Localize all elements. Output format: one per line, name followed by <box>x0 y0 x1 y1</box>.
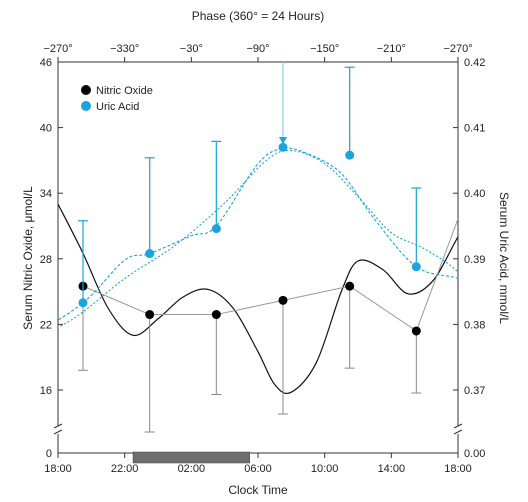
legend-label-nitric-oxide: Nitric Oxide <box>96 85 153 97</box>
plot-frame <box>57 61 459 454</box>
y-left-tick-label: 22 <box>40 319 52 331</box>
axis-break-gap-left <box>54 426 62 434</box>
uric-acid-point <box>411 262 421 272</box>
y-right-tick-label-break: 0.00 <box>464 448 485 460</box>
series-clip-group <box>58 62 488 433</box>
y-left-tick-label: 40 <box>40 123 52 135</box>
phase-tick-label: −90° <box>246 43 269 55</box>
uric-acid-fit-2 <box>58 149 458 329</box>
legend-marker-nitric-oxide <box>81 85 91 95</box>
x-tick-label: 18:00 <box>44 463 72 475</box>
phase-tick-label: −30° <box>180 43 203 55</box>
uric-acid-point <box>345 150 355 160</box>
nitric-oxide-point <box>211 310 221 320</box>
y-right-tick-label: 0.38 <box>464 319 485 331</box>
phase-tick-label: −330° <box>110 43 139 55</box>
uric-acid-point <box>278 142 288 152</box>
y-axis-label-left: Serum Nitric Oxide, μmol/L <box>21 186 35 330</box>
nitric-oxide-cosinor-fit <box>58 203 458 395</box>
axis-break-right <box>453 423 463 435</box>
x-tick-label: 10:00 <box>311 463 339 475</box>
nitric-oxide-point <box>479 147 488 156</box>
legend: Nitric Oxide Uric Acid <box>81 85 153 113</box>
y-right-tick-label: 0.37 <box>464 385 485 397</box>
y-axis-label-right: Serum Uric Acid, mmol/L <box>497 192 511 324</box>
y-right-tick-label: 0.41 <box>464 123 485 135</box>
phase-tick-label: −210° <box>377 43 406 55</box>
uric-acid-point <box>479 273 488 282</box>
phase-tick-label: −150° <box>310 43 339 55</box>
legend-marker-uric-acid <box>81 101 91 111</box>
uric-acid-acrophase-arrow <box>279 137 287 144</box>
nitric-oxide-point <box>145 310 155 320</box>
phase-tick-label: −270° <box>443 43 472 55</box>
y-right-tick-label: 0.39 <box>464 254 485 266</box>
y-left-tick-label: 34 <box>40 188 52 200</box>
uric-acid-point <box>211 224 221 234</box>
phase-tick-label: −270° <box>43 43 72 55</box>
x-tick-label: 14:00 <box>378 463 406 475</box>
y-left-tick-label: 16 <box>40 385 52 397</box>
x-tick-label: 18:00 <box>444 463 472 475</box>
nitric-oxide-point <box>278 295 288 305</box>
uric-acid-fit-1 <box>58 147 458 321</box>
x-tick-label: 06:00 <box>244 463 272 475</box>
uric-acid-point <box>145 249 155 259</box>
axis-break-gap-right <box>454 426 462 434</box>
y-left-tick-label: 46 <box>40 57 52 69</box>
y-right-tick-label: 0.40 <box>464 188 485 200</box>
x-axis-label: Clock Time <box>228 483 288 497</box>
y-left-tick-label: 28 <box>40 254 52 266</box>
nitric-oxide-point <box>345 281 355 291</box>
y-left-tick-label-break: 0 <box>46 448 52 460</box>
legend-label-uric-acid: Uric Acid <box>96 101 139 113</box>
x-tick-label: 02:00 <box>178 463 206 475</box>
x-tick-label: 22:00 <box>111 463 139 475</box>
chart-title: Phase (360° = 24 Hours) <box>192 9 325 23</box>
axis-break-left <box>53 423 63 435</box>
uric-acid-point <box>78 298 88 308</box>
nitric-oxide-point <box>411 326 421 336</box>
dark-period-bar <box>132 451 250 464</box>
y-right-tick-label: 0.42 <box>464 57 485 69</box>
